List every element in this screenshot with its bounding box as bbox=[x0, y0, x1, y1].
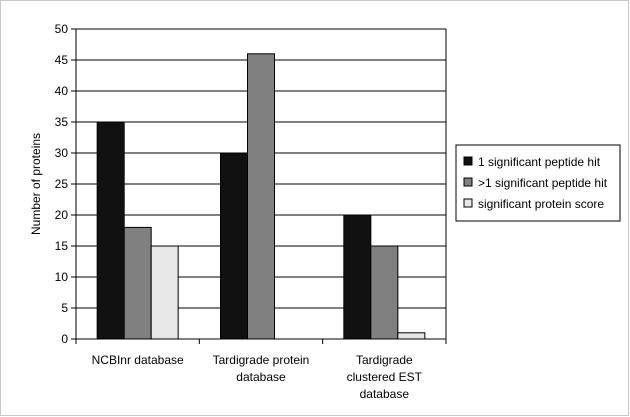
bar bbox=[123, 226, 152, 340]
x-category-label-line: NCBInr database bbox=[92, 353, 184, 367]
x-category-label-line: clustered EST bbox=[347, 370, 423, 384]
x-category-label-line: database bbox=[236, 370, 286, 384]
y-axis-title: Number of proteins bbox=[29, 133, 43, 235]
x-category-label: Tardigrade protein database bbox=[213, 353, 310, 384]
y-tick-label: 25 bbox=[55, 177, 69, 191]
y-tick-label: 45 bbox=[55, 53, 69, 67]
bar bbox=[96, 121, 125, 340]
legend: 1 significant peptide hit >1 significant … bbox=[455, 144, 621, 222]
y-tick-label: 35 bbox=[55, 115, 69, 129]
legend-box bbox=[455, 144, 621, 222]
axes bbox=[71, 28, 447, 344]
bars bbox=[96, 53, 426, 340]
y-tick-labels: 0 5 10 15 20 25 30 35 40 45 50 bbox=[55, 22, 69, 346]
y-tick-label: 50 bbox=[55, 22, 69, 36]
y-tick-label: 40 bbox=[55, 84, 69, 98]
y-tick-label: 30 bbox=[55, 146, 69, 160]
y-tick-label: 0 bbox=[61, 332, 68, 346]
y-tick-label: 10 bbox=[55, 270, 69, 284]
y-tick-label: 15 bbox=[55, 239, 69, 253]
legend-swatch bbox=[463, 156, 473, 166]
x-category-label-line: Tardigrade bbox=[356, 353, 413, 367]
bar bbox=[150, 245, 179, 340]
legend-label: significant protein score bbox=[478, 197, 604, 211]
bar bbox=[220, 152, 248, 340]
legend-swatch bbox=[463, 177, 473, 187]
bar bbox=[370, 245, 399, 340]
x-category-label-line: database bbox=[360, 387, 410, 401]
y-tick-label: 5 bbox=[61, 301, 68, 315]
legend-label: >1 significant peptide hit bbox=[478, 176, 608, 190]
x-category-labels: NCBInr database Tardigrade protein databas… bbox=[92, 353, 423, 401]
bar bbox=[343, 214, 372, 340]
legend-label: 1 significant peptide hit bbox=[478, 155, 601, 169]
x-category-label: NCBInr database bbox=[92, 353, 184, 367]
x-category-label: Tardigrade clustered EST database bbox=[347, 353, 423, 401]
legend-swatch bbox=[463, 198, 473, 208]
bar bbox=[247, 53, 275, 340]
x-category-label-line: Tardigrade protein bbox=[213, 353, 310, 367]
bar bbox=[397, 332, 426, 340]
y-tick-label: 20 bbox=[55, 208, 69, 222]
